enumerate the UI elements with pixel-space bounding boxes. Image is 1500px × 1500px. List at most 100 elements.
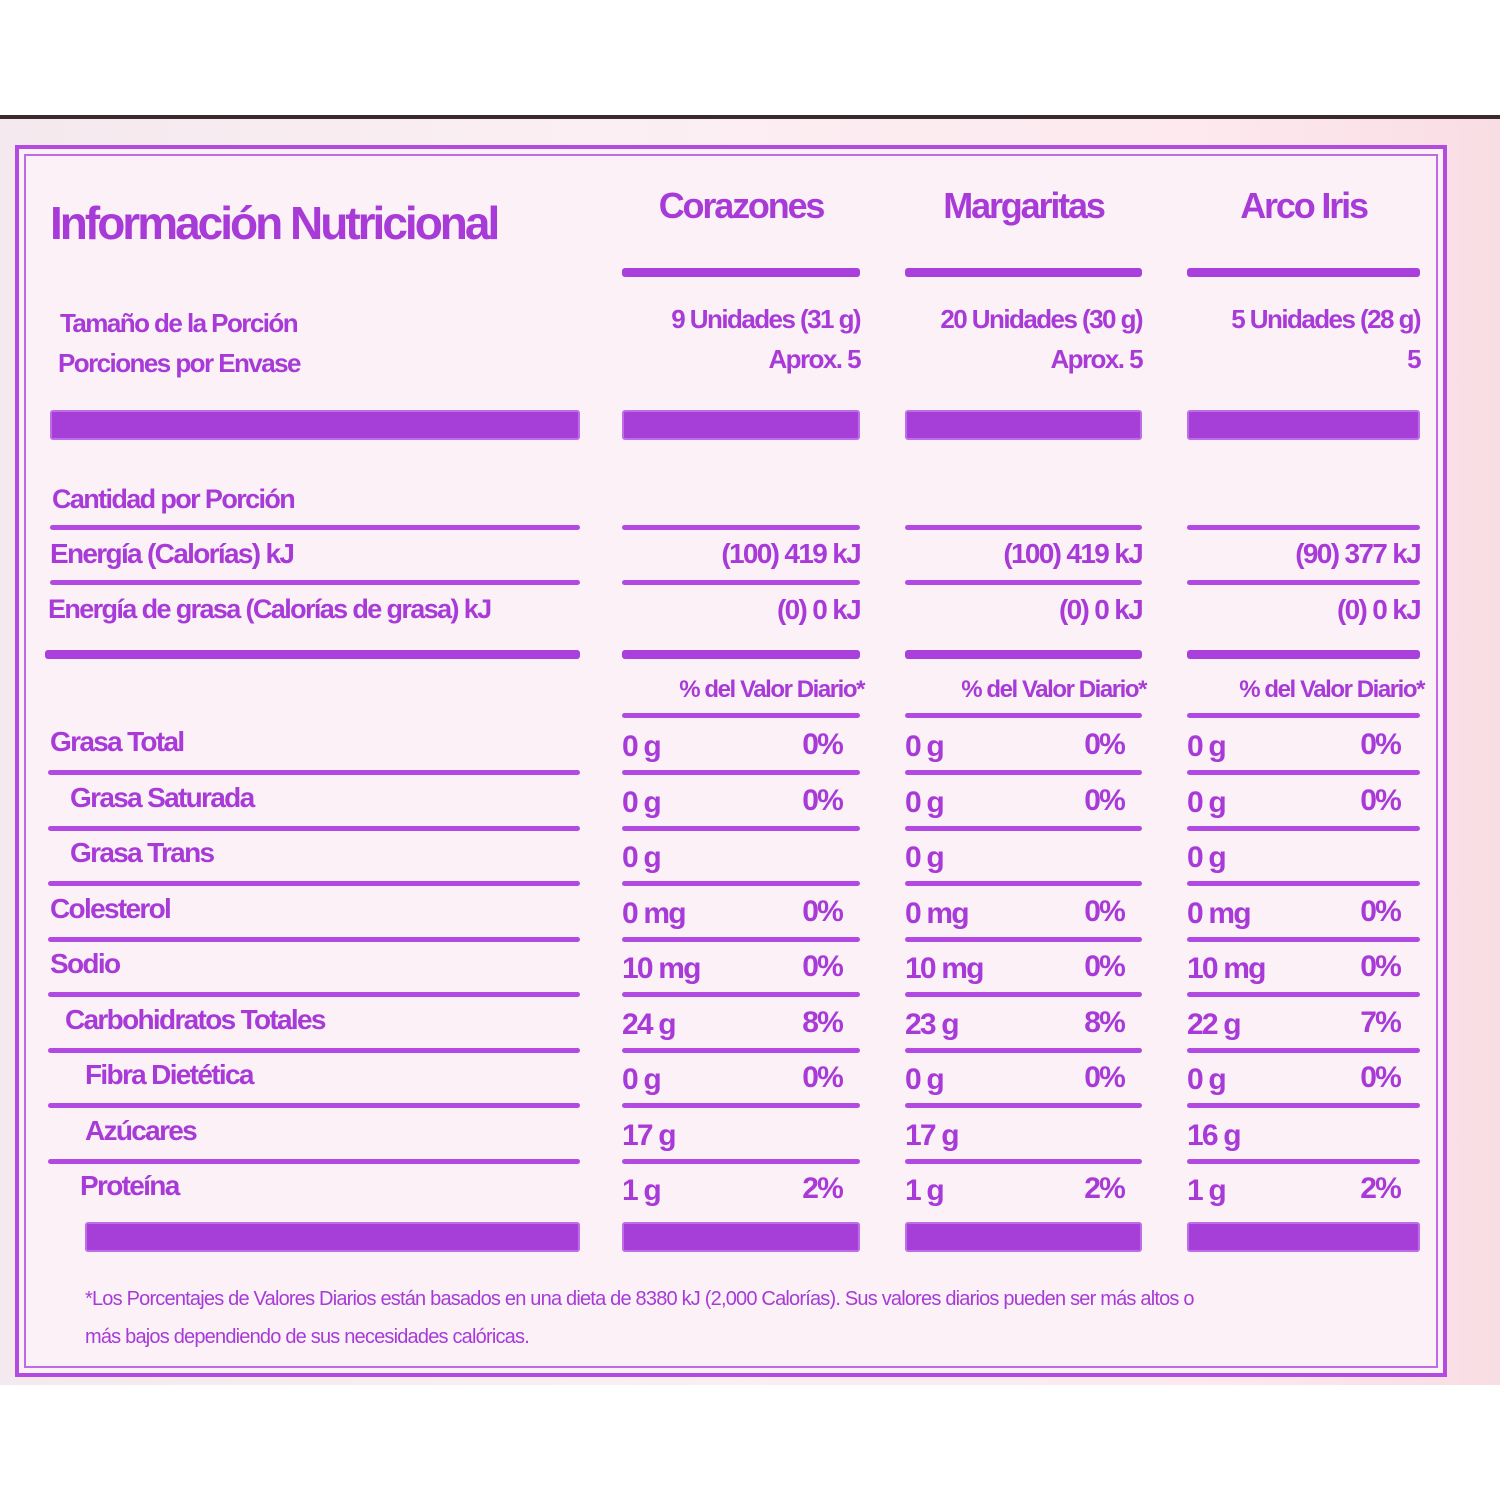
nutrient-name: Carbohidratos Totales [65,1003,326,1035]
divider-line [48,825,580,831]
divider-bar [1187,410,1420,440]
amount-per-serving-label: Cantidad por Porción [52,484,296,514]
nutrient-dv: 0% [802,728,844,761]
divider-line [1187,770,1420,775]
divider-bar [905,268,1142,277]
serving-size: 9 Unidades (31 g) [671,304,861,334]
divider-line [905,1103,1142,1108]
divider-line [622,1047,860,1053]
divider-line [905,713,1142,718]
nutrient-amount: 0 g [1187,1063,1227,1096]
nutrition-label [15,145,1447,1377]
nutrient-dv: 2% [1360,1172,1402,1205]
divider-line [905,1158,1142,1164]
divider-line [622,1103,860,1108]
servings-per-container: Aprox. 5 [1050,344,1143,374]
divider-line [622,881,860,886]
divider-line [1187,713,1420,718]
footnote: *Los Porcentajes de Valores Diarios está… [85,1280,1425,1356]
nutrient-amount: 0 g [905,730,945,763]
divider-line [1187,1047,1420,1053]
column-header: Arco Iris [1240,185,1369,226]
divider-line [622,580,860,585]
energy-label: Energía (Calorías) kJ [50,538,295,569]
nutrient-amount: 0 g [622,785,662,819]
fat-energy-value: (0) 0 kJ [1058,594,1144,625]
divider-line [50,580,580,585]
nutrient-amount: 23 g [905,1007,960,1041]
nutrient-amount: 1 g [622,1174,662,1207]
column-header: Corazones [658,185,826,226]
divider-bar [1187,650,1420,659]
divider-line [50,525,580,530]
divider-line [622,713,860,718]
nutrient-amount: 0 g [1187,841,1227,874]
divider-bar [45,650,580,659]
divider-line [1187,1158,1420,1164]
divider-line [905,580,1142,585]
fat-energy-value: (0) 0 kJ [1336,594,1422,625]
nutrient-name: Proteína [80,1170,180,1201]
divider-line [48,1103,580,1108]
nutrient-amount: 0 g [1187,730,1227,763]
nutrient-dv: 0% [1360,728,1402,761]
divider-bar [1187,268,1420,277]
nutrient-amount: 22 g [1187,1007,1242,1041]
energy-value: (100) 419 kJ [721,538,861,569]
nutrient-dv: 0% [1084,728,1126,761]
nutrient-amount: 0 mg [1187,896,1252,930]
nutrient-dv: 8% [1084,1005,1126,1039]
nutrient-amount: 0 g [905,841,945,874]
footnote-line: *Los Porcentajes de Valores Diarios está… [85,1288,1195,1310]
divider-bar [905,1222,1142,1252]
nutrient-dv: 0% [1360,1061,1402,1094]
nutrient-dv: 0% [1084,950,1126,983]
nutrient-dv: 0% [1360,950,1402,983]
nutrient-amount: 17 g [622,1118,677,1152]
nutrient-dv: 0% [802,894,844,928]
divider-bar [622,1222,860,1252]
nutrient-dv: 0% [802,783,844,817]
divider-line [1187,580,1420,585]
nutrient-amount: 10 mg [622,952,702,985]
energy-value: (90) 377 kJ [1295,538,1421,569]
nutrient-amount: 0 g [1187,785,1227,819]
nutrient-dv: 0% [1084,1061,1126,1094]
divider-line [905,992,1142,997]
divider-line [1187,936,1420,942]
divider-line [622,936,860,942]
nutrient-amount: 0 g [622,841,662,874]
dv-header: % del Valor Diario* [679,676,865,703]
column-header: Margaritas [943,185,1106,226]
servings-per-label: Porciones por Envase [58,348,301,378]
divider-line [48,881,580,886]
serving-size: 5 Unidades (28 g) [1231,304,1421,334]
nutrient-name: Colesterol [50,892,172,924]
nutrient-dv: 0% [1084,783,1126,817]
divider-line [905,770,1142,775]
nutrient-dv: 2% [802,1172,844,1205]
divider-bar [622,268,860,277]
nutrient-dv: 0% [1360,783,1402,817]
nutrient-name: Sodio [50,948,121,979]
energy-value: (100) 419 kJ [1003,538,1143,569]
nutrient-name: Fibra Dietética [85,1059,254,1090]
divider-bar [622,410,860,440]
divider-line [905,936,1142,942]
nutrient-amount: 24 g [622,1007,677,1041]
nutrient-amount: 0 g [905,1063,945,1096]
servings-per-container: 5 [1407,344,1421,374]
divider-bar [905,410,1142,440]
label-title: Información Nutricional [50,197,500,249]
nutrient-dv: 8% [802,1005,844,1039]
divider-line [622,992,860,997]
divider-line [1187,825,1420,831]
nutrient-name: Grasa Total [50,726,185,757]
divider-bar [50,410,580,440]
divider-line [1187,1103,1420,1108]
divider-line [905,1047,1142,1053]
divider-line [1187,881,1420,886]
nutrient-amount: 0 g [622,1063,662,1096]
nutrient-amount: 1 g [905,1174,945,1207]
